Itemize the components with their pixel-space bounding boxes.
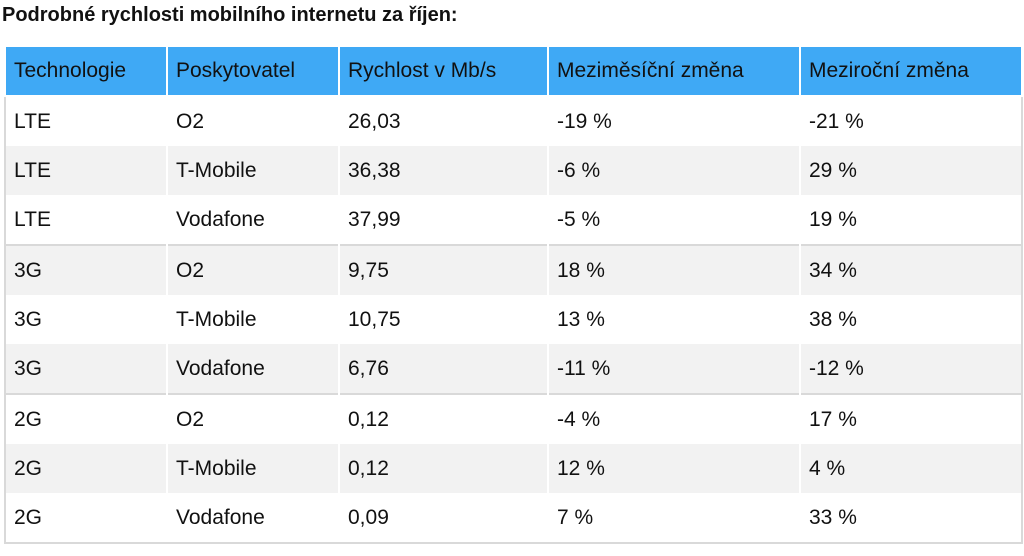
table-row: 2G O2 0,12 -4 % 17 % [4,393,1023,444]
cell-yearly-change: 17 % [799,393,1023,444]
table-row: 3G Vodafone 6,76 -11 % -12 % [4,344,1023,394]
table-row: 3G O2 9,75 18 % 34 % [4,244,1023,295]
table-row: LTE O2 26,03 -19 % -21 % [4,96,1023,146]
table-row: LTE T-Mobile 36,38 -6 % 29 % [4,146,1023,195]
cell-yearly-change: -12 % [799,344,1023,394]
cell-monthly-change: 12 % [547,444,800,493]
cell-provider: O2 [166,96,339,146]
table-header-row: Technologie Poskytovatel Rychlost v Mb/s… [4,45,1023,97]
column-header-technology: Technologie [4,45,168,97]
cell-monthly-change: 18 % [547,244,800,295]
cell-yearly-change: 38 % [799,295,1023,344]
cell-provider: T-Mobile [166,295,339,344]
column-header-yearly-change: Meziroční změna [799,45,1023,97]
cell-monthly-change: -19 % [547,96,800,146]
cell-provider: Vodafone [166,493,339,544]
cell-monthly-change: -11 % [547,344,800,394]
page-title: Podrobné rychlosti mobilního internetu z… [2,4,458,26]
cell-yearly-change: 19 % [799,195,1023,245]
table-row: 2G Vodafone 0,09 7 % 33 % [4,493,1023,544]
cell-provider: O2 [166,244,339,295]
cell-speed: 0,12 [338,444,548,493]
cell-monthly-change: 7 % [547,493,800,544]
cell-provider: T-Mobile [166,444,339,493]
cell-speed: 10,75 [338,295,548,344]
column-header-provider: Poskytovatel [166,45,340,97]
cell-speed: 26,03 [338,96,548,146]
cell-provider: T-Mobile [166,146,339,195]
cell-monthly-change: 13 % [547,295,800,344]
cell-yearly-change: -21 % [799,96,1023,146]
column-header-speed: Rychlost v Mb/s [338,45,549,97]
cell-speed: 36,38 [338,146,548,195]
cell-yearly-change: 33 % [799,493,1023,544]
cell-technology: 2G [4,393,167,444]
cell-technology: LTE [4,146,167,195]
cell-speed: 9,75 [338,244,548,295]
table-row: LTE Vodafone 37,99 -5 % 19 % [4,195,1023,245]
cell-monthly-change: -4 % [547,393,800,444]
cell-technology: 2G [4,493,167,544]
cell-provider: Vodafone [166,195,339,245]
cell-technology: LTE [4,96,167,146]
table-row: 3G T-Mobile 10,75 13 % 38 % [4,295,1023,344]
cell-monthly-change: -5 % [547,195,800,245]
cell-technology: 3G [4,244,167,295]
speed-table: Technologie Poskytovatel Rychlost v Mb/s… [4,45,1023,544]
cell-provider: Vodafone [166,344,339,394]
cell-yearly-change: 29 % [799,146,1023,195]
column-header-monthly-change: Meziměsíční změna [547,45,801,97]
cell-technology: 2G [4,444,167,493]
cell-speed: 37,99 [338,195,548,245]
cell-technology: 3G [4,344,167,394]
cell-monthly-change: -6 % [547,146,800,195]
cell-provider: O2 [166,393,339,444]
cell-technology: 3G [4,295,167,344]
table-row: 2G T-Mobile 0,12 12 % 4 % [4,444,1023,493]
cell-speed: 6,76 [338,344,548,394]
cell-yearly-change: 4 % [799,444,1023,493]
cell-yearly-change: 34 % [799,244,1023,295]
cell-speed: 0,09 [338,493,548,544]
cell-technology: LTE [4,195,167,245]
cell-speed: 0,12 [338,393,548,444]
